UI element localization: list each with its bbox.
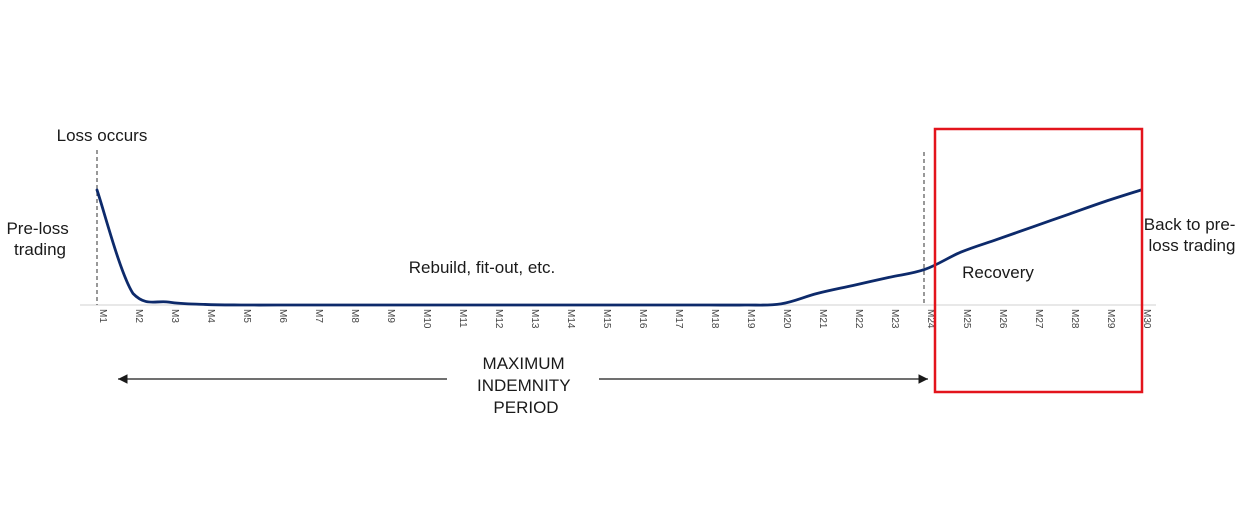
x-tick-label: M10: [421, 309, 432, 329]
x-tick-label: M13: [529, 309, 540, 329]
x-tick-label: M6: [277, 309, 288, 323]
rebuild-label: Rebuild, fit-out, etc.: [409, 258, 555, 277]
x-tick-label: M18: [709, 309, 720, 329]
back-to-pre-loss-line-1: Back to pre-: [1144, 215, 1236, 234]
x-tick-label: M15: [601, 309, 612, 329]
x-tick-label: M12: [493, 309, 504, 329]
x-tick-label: M20: [781, 309, 792, 329]
x-tick-label: M19: [745, 309, 756, 329]
back-to-pre-loss-label: Back to pre- loss trading: [1144, 215, 1240, 255]
indemnity-line-3: PERIOD: [493, 398, 558, 417]
x-tick-label: M23: [889, 309, 900, 329]
indemnity-line-1: MAXIMUM: [483, 354, 565, 373]
x-tick-label: M21: [817, 309, 828, 329]
x-tick-label: M17: [673, 309, 684, 329]
x-tick-label: M2: [133, 309, 144, 323]
x-tick-labels: M1 M2 M3 M4 M5 M6 M7 M8 M9 M10 M11 M12 M13 M14 M15 M16 M…: [97, 309, 1152, 329]
x-tick-label: M27: [1033, 309, 1044, 329]
x-tick-label: M25: [961, 309, 972, 329]
trading-curve: [95, 188, 1143, 307]
indemnity-line-2: INDEMNITY: [477, 376, 570, 395]
x-tick-label: M8: [349, 309, 360, 323]
x-tick-label: M29: [1105, 309, 1116, 329]
x-tick-label: M3: [169, 309, 180, 323]
back-to-pre-loss-line-2: loss trading: [1149, 236, 1236, 255]
x-tick-label: M16: [637, 309, 648, 329]
x-tick-label: M7: [313, 309, 324, 323]
indemnity-period-label: MAXIMUM INDEMNITY PERIOD: [477, 354, 575, 417]
pre-loss-label: Pre-loss trading: [6, 219, 73, 259]
recovery-label: Recovery: [962, 263, 1034, 282]
x-tick-label: M1: [97, 309, 108, 323]
x-tick-label: M11: [457, 309, 468, 328]
x-tick-label: M22: [853, 309, 864, 329]
pre-loss-line-1: Pre-loss: [6, 219, 68, 238]
x-tick-label: M5: [241, 309, 252, 323]
recovery-highlight-box: [933, 127, 1144, 394]
pre-loss-line-2: trading: [14, 240, 66, 259]
x-tick-label: M26: [997, 309, 1008, 329]
loss-occurs-label: Loss occurs: [57, 126, 148, 145]
x-tick-label: M30: [1141, 309, 1152, 329]
x-tick-label: M9: [385, 309, 396, 323]
x-tick-label: M14: [565, 309, 576, 329]
x-tick-label: M28: [1069, 309, 1080, 329]
x-tick-label: M24: [925, 309, 936, 329]
x-tick-label: M4: [205, 309, 216, 323]
